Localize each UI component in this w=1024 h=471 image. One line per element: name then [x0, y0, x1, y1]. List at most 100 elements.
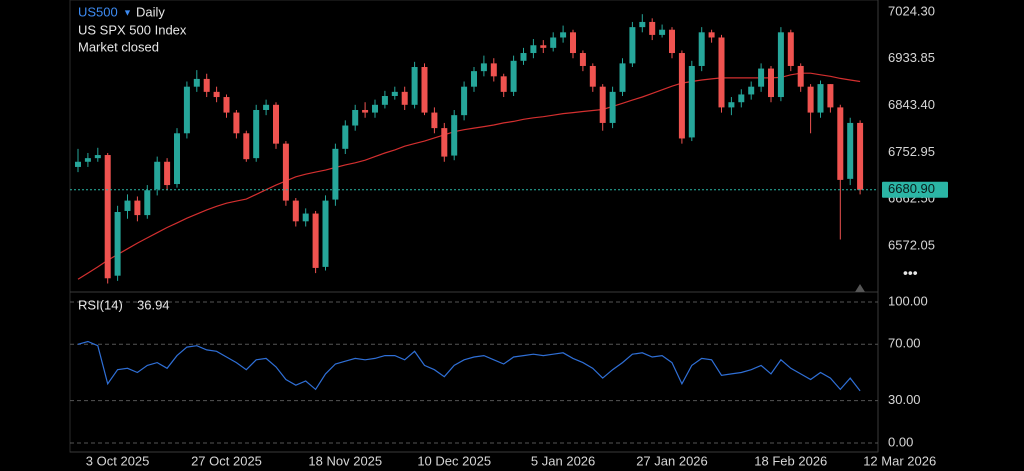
interval[interactable]: Daily	[136, 4, 165, 19]
candle-body	[461, 86, 468, 116]
x-tick-label: 5 Jan 2026	[531, 453, 595, 468]
candle-body	[688, 65, 695, 138]
candle-body	[758, 68, 765, 87]
candle-body	[233, 112, 240, 134]
candle-body	[421, 67, 428, 113]
scroll-marker[interactable]	[855, 284, 865, 292]
x-tick-label: 27 Jan 2026	[636, 453, 708, 468]
candle-body	[144, 190, 151, 216]
last-price-label: 6680.90	[888, 181, 935, 196]
candle-body	[718, 37, 725, 108]
candle-body	[362, 109, 369, 113]
candle-body	[787, 32, 794, 66]
symbol[interactable]: US500	[78, 4, 118, 19]
candle-body	[164, 161, 171, 186]
x-tick-label: 18 Feb 2026	[754, 453, 827, 468]
candle-body	[75, 161, 81, 167]
candle-body	[540, 45, 547, 48]
moving-average-line	[77, 72, 861, 280]
candle-body	[174, 133, 180, 185]
candle-body	[193, 78, 200, 87]
candle-body	[253, 109, 260, 159]
candle-body	[203, 78, 210, 92]
candle-body	[154, 161, 161, 190]
candle-body	[857, 122, 864, 190]
candle-body	[480, 63, 487, 72]
candle-body	[738, 94, 745, 103]
candle-body	[748, 86, 755, 95]
candle-body	[431, 112, 438, 129]
y-tick-label: 6752.95	[888, 144, 935, 159]
candle-body	[579, 53, 586, 66]
candle-body	[837, 107, 844, 180]
candle-body	[411, 67, 418, 105]
candle-body	[817, 84, 824, 113]
rsi-current: 36.94	[137, 297, 170, 312]
candle-body	[777, 32, 784, 98]
rsi-name: RSI(14)	[78, 297, 123, 312]
candle-body	[352, 109, 359, 126]
candle-body	[589, 65, 596, 87]
candle-body	[441, 128, 448, 157]
candle-body	[104, 155, 111, 279]
candle-body	[659, 29, 666, 35]
rsi-tick-label: 0.00	[888, 434, 913, 449]
candle-body	[490, 63, 497, 77]
candle-body	[728, 102, 735, 108]
last-price-box	[882, 181, 948, 198]
x-tick-label: 12 Mar 2026	[863, 453, 936, 468]
candle-body	[183, 86, 190, 134]
candle-body	[451, 115, 458, 156]
x-tick-label: 10 Dec 2025	[417, 453, 491, 468]
candle-body	[550, 37, 557, 48]
y-tick-label: 6572.05	[888, 238, 935, 253]
candle-body	[372, 104, 378, 113]
candle-body	[847, 122, 854, 179]
x-tick-label: 27 Oct 2025	[191, 453, 262, 468]
symbol-dropdown[interactable]: ▼	[123, 7, 132, 17]
candle-body	[114, 211, 121, 276]
candle-body	[302, 213, 309, 222]
marks: 7024.306933.856843.406752.956662.506572.…	[70, 3, 948, 468]
candle-body	[669, 29, 675, 54]
candle-body	[708, 32, 715, 38]
candle-body	[134, 200, 141, 216]
candle-body	[619, 63, 626, 92]
instrument-name: US SPX 500 Index	[78, 22, 187, 37]
market-status: Market closed	[78, 39, 159, 54]
candle-body	[500, 76, 507, 92]
candle-body	[797, 65, 804, 87]
y-tick-label: 6933.85	[888, 50, 935, 65]
candle-body	[292, 200, 299, 222]
rsi-tick-label: 100.00	[888, 293, 928, 308]
candle-body	[322, 200, 329, 267]
candle-body	[471, 71, 477, 87]
candle-body	[94, 155, 101, 159]
candle-body	[629, 27, 636, 64]
rsi-tick-label: 30.00	[888, 392, 921, 407]
candle-body	[570, 32, 576, 54]
y-tick-label: 7024.30	[888, 3, 935, 18]
candle-body	[213, 91, 220, 98]
y-tick-label: 6843.40	[888, 97, 935, 112]
candle-body	[282, 143, 289, 201]
candle-body	[381, 96, 388, 105]
candle-body	[391, 91, 398, 97]
candle-body	[124, 200, 131, 211]
more-menu[interactable]: •••	[903, 265, 918, 281]
candle-body	[599, 86, 606, 123]
candle-body	[807, 86, 814, 113]
candle-body	[243, 133, 250, 160]
candle-body	[698, 32, 705, 66]
candle-body	[510, 60, 517, 92]
candle-body	[273, 104, 279, 144]
candle-body	[649, 21, 656, 35]
candle-body	[768, 68, 774, 98]
rsi-tick-label: 70.00	[888, 336, 921, 351]
candle-body	[401, 91, 408, 105]
candle-body	[530, 45, 537, 54]
candle-body	[263, 104, 270, 110]
candle-body	[332, 148, 339, 200]
candle-body	[223, 97, 230, 113]
